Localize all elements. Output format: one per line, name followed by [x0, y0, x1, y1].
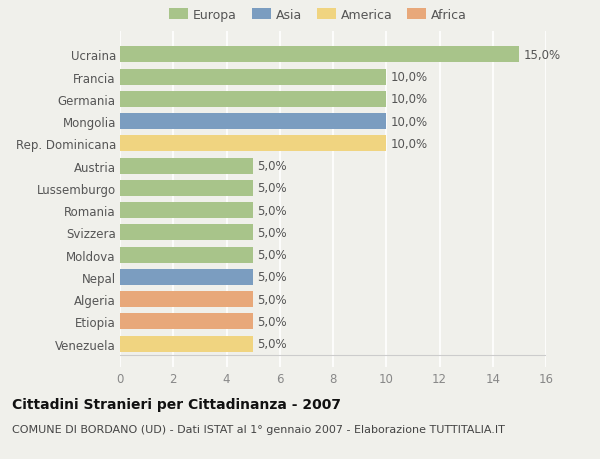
Bar	[120, 203, 253, 219]
Text: 5,0%: 5,0%	[257, 337, 287, 351]
Bar	[120, 291, 253, 308]
Bar	[120, 336, 253, 352]
Text: 15,0%: 15,0%	[523, 49, 560, 62]
Text: 5,0%: 5,0%	[257, 249, 287, 262]
Text: 10,0%: 10,0%	[390, 116, 427, 129]
Text: 5,0%: 5,0%	[257, 271, 287, 284]
Text: 10,0%: 10,0%	[390, 93, 427, 106]
Text: 5,0%: 5,0%	[257, 204, 287, 217]
Text: Cittadini Stranieri per Cittadinanza - 2007: Cittadini Stranieri per Cittadinanza - 2…	[12, 397, 341, 411]
Bar	[120, 269, 253, 285]
Bar	[120, 47, 520, 63]
Text: 10,0%: 10,0%	[390, 71, 427, 84]
Bar	[120, 225, 253, 241]
Text: 5,0%: 5,0%	[257, 293, 287, 306]
Text: 5,0%: 5,0%	[257, 226, 287, 240]
Bar	[120, 180, 253, 196]
Legend: Europa, Asia, America, Africa: Europa, Asia, America, Africa	[169, 9, 467, 22]
Text: 5,0%: 5,0%	[257, 315, 287, 328]
Bar	[120, 314, 253, 330]
Text: 5,0%: 5,0%	[257, 160, 287, 173]
Text: 5,0%: 5,0%	[257, 182, 287, 195]
Text: 10,0%: 10,0%	[390, 138, 427, 151]
Bar	[120, 70, 386, 85]
Text: COMUNE DI BORDANO (UD) - Dati ISTAT al 1° gennaio 2007 - Elaborazione TUTTITALIA: COMUNE DI BORDANO (UD) - Dati ISTAT al 1…	[12, 425, 505, 435]
Bar	[120, 92, 386, 108]
Bar	[120, 247, 253, 263]
Bar	[120, 136, 386, 152]
Bar	[120, 114, 386, 130]
Bar	[120, 158, 253, 174]
